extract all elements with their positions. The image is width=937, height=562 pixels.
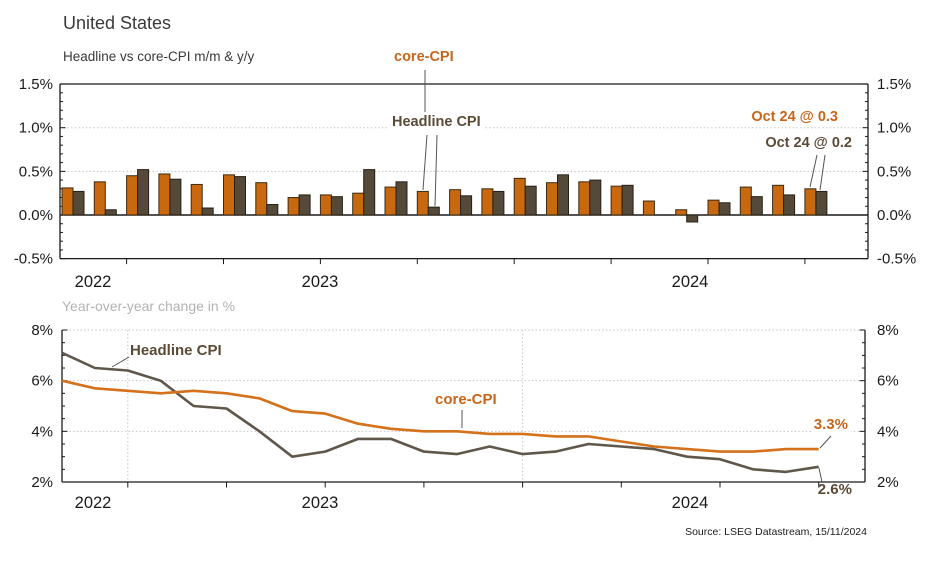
core-bar-May 2023 (255, 182, 268, 216)
core-bar-Dec 2023 (481, 188, 494, 216)
bottom-year-label: 2023 (302, 494, 339, 512)
bottom-ytick-label-right: 4% (877, 423, 899, 440)
bottom-year-label: 2022 (75, 494, 112, 512)
top-headline-cpi-label: Headline CPI (389, 114, 484, 131)
core-bar-Sep 2024 (772, 184, 785, 216)
core-bar-Aug 2023 (352, 192, 365, 216)
source-credit: Source: LSEG Datastream, 15/11/2024 (685, 526, 867, 538)
bottom-ytick-label-left: 4% (31, 423, 53, 440)
bottom-year-label: 2024 (672, 494, 709, 512)
headline-bar-Nov 2023 (460, 195, 473, 216)
top-ytick-label-left: 1.0% (19, 120, 53, 137)
core-bar-Mar 2024 (578, 181, 591, 216)
core-bar-Oct 2023 (416, 190, 429, 216)
headline-label-leader (434, 134, 438, 207)
core-bar-Jul 2024 (707, 199, 720, 216)
bottom-core-cpi-label: core-CPI (432, 391, 500, 409)
bottom-ytick-label-right: 6% (877, 373, 899, 390)
top-ytick-label-right: 0.5% (877, 163, 911, 180)
headline-bar-Oct 2023 (427, 206, 440, 216)
yoy-axis-title: Year-over-year change in % (62, 298, 236, 314)
headline-bar-Feb 2024 (557, 174, 569, 216)
headline-bar-Sep 2023 (395, 181, 408, 216)
core-bar-Oct 2024 (804, 188, 817, 216)
top-ytick-label-right: 0.0% (877, 207, 911, 224)
bottom-ytick-label-left: 2% (31, 474, 53, 491)
headline-cpi-line (61, 351, 819, 474)
core-bar-Jun 2023 (287, 197, 300, 216)
headline-bar-Jul 2024 (718, 202, 731, 216)
headline-bar-Jun 2024 (686, 214, 699, 223)
headline-bar-Dec 2022 (104, 209, 117, 216)
top-year-label: 2024 (672, 273, 709, 291)
core-bar-Jul 2023 (319, 194, 332, 216)
top-ytick-label-right: -0.5% (877, 251, 916, 268)
bottom-ytick-label-left: 6% (31, 373, 53, 390)
core-bar-Nov 2023 (449, 189, 462, 216)
headline-bar-Oct 2024 (815, 190, 828, 216)
headline-bar-Aug 2024 (750, 196, 763, 216)
core-bar-Jan 2024 (513, 177, 526, 216)
headline-bar-Aug 2023 (363, 169, 376, 216)
core-bar-Jun 2024 (675, 209, 688, 216)
core-bar-Mar 2023 (190, 183, 203, 216)
core-bar-Dec 2022 (93, 181, 106, 216)
headline-bar-Feb 2023 (169, 178, 182, 216)
headline-label-leader (422, 134, 428, 191)
bottom-ytick-label-left: 8% (31, 322, 53, 339)
headline-bar-Apr 2024 (621, 184, 634, 216)
page-title: United States (63, 13, 172, 33)
top-ytick-label-left: 0.5% (19, 163, 53, 180)
headline-bar-Jan 2023 (137, 169, 150, 216)
bottom-ytick-label-right: 2% (877, 474, 899, 491)
top-ytick-label-left: 0.0% (19, 207, 53, 224)
top-headline-latest-label: Oct 24 @ 0.2 (762, 135, 855, 152)
top-ytick-label-right: 1.5% (877, 76, 911, 93)
headline-bar-Jun 2023 (298, 194, 311, 216)
headline-bar-Dec 2023 (492, 190, 505, 216)
headline-bar-Mar 2024 (589, 179, 602, 216)
core-bar-Nov 2022 (61, 187, 74, 216)
headline-bar-Nov 2022 (72, 190, 85, 216)
oct24-leader (809, 154, 818, 188)
chart-subtitle: Headline vs core-CPI m/m & y/y (63, 49, 255, 64)
headline-bar-Mar 2023 (201, 207, 214, 216)
headline-bar-Jan 2024 (524, 185, 537, 216)
headline-bar-Apr 2023 (234, 176, 246, 216)
headline-end-value-label: 2.6% (817, 481, 852, 498)
top-ytick-label-left: 1.5% (19, 76, 53, 93)
top-core-latest-label: Oct 24 @ 0.3 (748, 109, 841, 126)
core-bar-Feb 2024 (546, 182, 558, 216)
core-end-leader (819, 435, 832, 449)
top-ytick-label-right: 1.0% (877, 120, 911, 137)
bottom-headline-cpi-label: Headline CPI (130, 342, 222, 359)
core-end-value-label: 3.3% (810, 416, 851, 434)
core-bar-Sep 2023 (384, 186, 397, 216)
core-cpi-line (61, 379, 819, 453)
headline-label-leader (111, 356, 130, 368)
headline-bar-Sep 2024 (783, 194, 796, 216)
core-bar-Aug 2024 (739, 186, 752, 216)
core-bar-May 2024 (642, 200, 655, 216)
headline-bar-Jul 2023 (330, 196, 343, 216)
headline-end-leader (818, 467, 823, 483)
top-core-cpi-label: core-CPI (394, 49, 454, 65)
oct24-leader (819, 154, 826, 191)
core-bar-Apr 2024 (610, 185, 623, 216)
bottom-ytick-label-right: 8% (877, 322, 899, 339)
core-bar-Feb 2023 (158, 173, 171, 216)
core-bar-Apr 2023 (223, 174, 235, 216)
top-year-label: 2022 (75, 273, 112, 291)
top-ytick-label-left: -0.5% (14, 251, 53, 268)
top-year-label: 2023 (302, 273, 339, 291)
headline-bar-May 2023 (266, 204, 279, 216)
core-bar-Jan 2023 (126, 175, 139, 216)
